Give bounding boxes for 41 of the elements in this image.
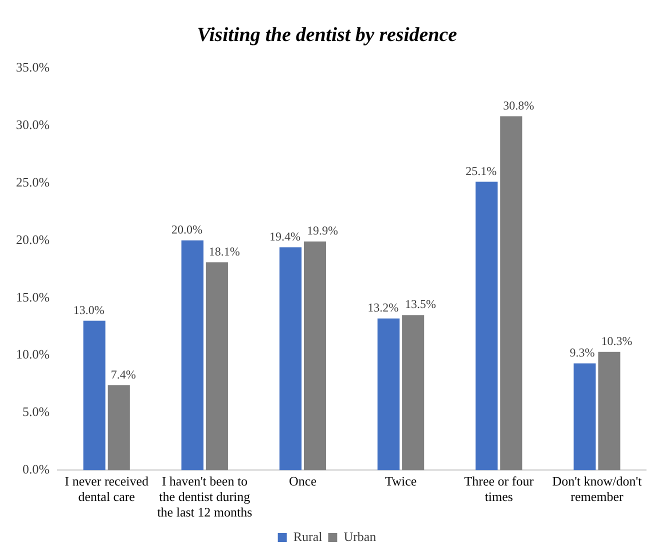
y-tick-label: 0.0% xyxy=(22,462,50,477)
x-tick-label: I never received dental care xyxy=(64,473,149,504)
bar xyxy=(378,318,400,470)
bar xyxy=(476,182,498,470)
bar xyxy=(402,315,424,470)
bar xyxy=(206,262,228,470)
data-label: 20.0% xyxy=(171,222,202,237)
bar xyxy=(108,385,130,470)
y-tick-label: 25.0% xyxy=(16,174,50,190)
x-tick-label: Three or four times xyxy=(464,473,534,504)
data-label: 18.1% xyxy=(208,244,240,258)
x-tick-label: Don't know/don't remember xyxy=(552,473,642,504)
y-tick-label: 15.0% xyxy=(16,289,50,304)
legend-label: Rural xyxy=(293,528,323,544)
bar xyxy=(598,352,620,470)
bar xyxy=(279,247,302,470)
data-label: 9.3% xyxy=(570,345,595,360)
data-label: 25.1% xyxy=(466,164,497,178)
bar xyxy=(181,240,204,470)
y-tick-label: 20.0% xyxy=(16,232,50,247)
data-label: 19.9% xyxy=(306,224,338,238)
x-tick-label: Once xyxy=(289,473,317,488)
bar xyxy=(574,363,596,470)
bar xyxy=(500,116,522,470)
y-tick-label: 35.0% xyxy=(16,59,50,74)
y-tick-label: 5.0% xyxy=(22,404,50,420)
data-label: 30.8% xyxy=(503,98,534,112)
data-label: 13.0% xyxy=(73,302,104,317)
chart-title: Visiting the dentist by residence xyxy=(196,24,458,46)
data-label: 10.3% xyxy=(601,334,632,348)
x-tick-label: I haven't been to the dentist during the last 12 months xyxy=(157,473,252,520)
y-tick-label: 10.0% xyxy=(16,346,50,362)
legend-label: Urban xyxy=(344,528,377,544)
y-tick-label: 30.0% xyxy=(16,116,50,132)
bar xyxy=(304,242,326,470)
bar xyxy=(83,320,106,470)
data-label: 13.2% xyxy=(368,300,399,315)
data-label: 13.5% xyxy=(405,297,436,312)
data-label: 19.4% xyxy=(270,229,301,244)
x-tick-label: Twice xyxy=(385,473,417,488)
data-label: 7.4% xyxy=(110,367,136,382)
